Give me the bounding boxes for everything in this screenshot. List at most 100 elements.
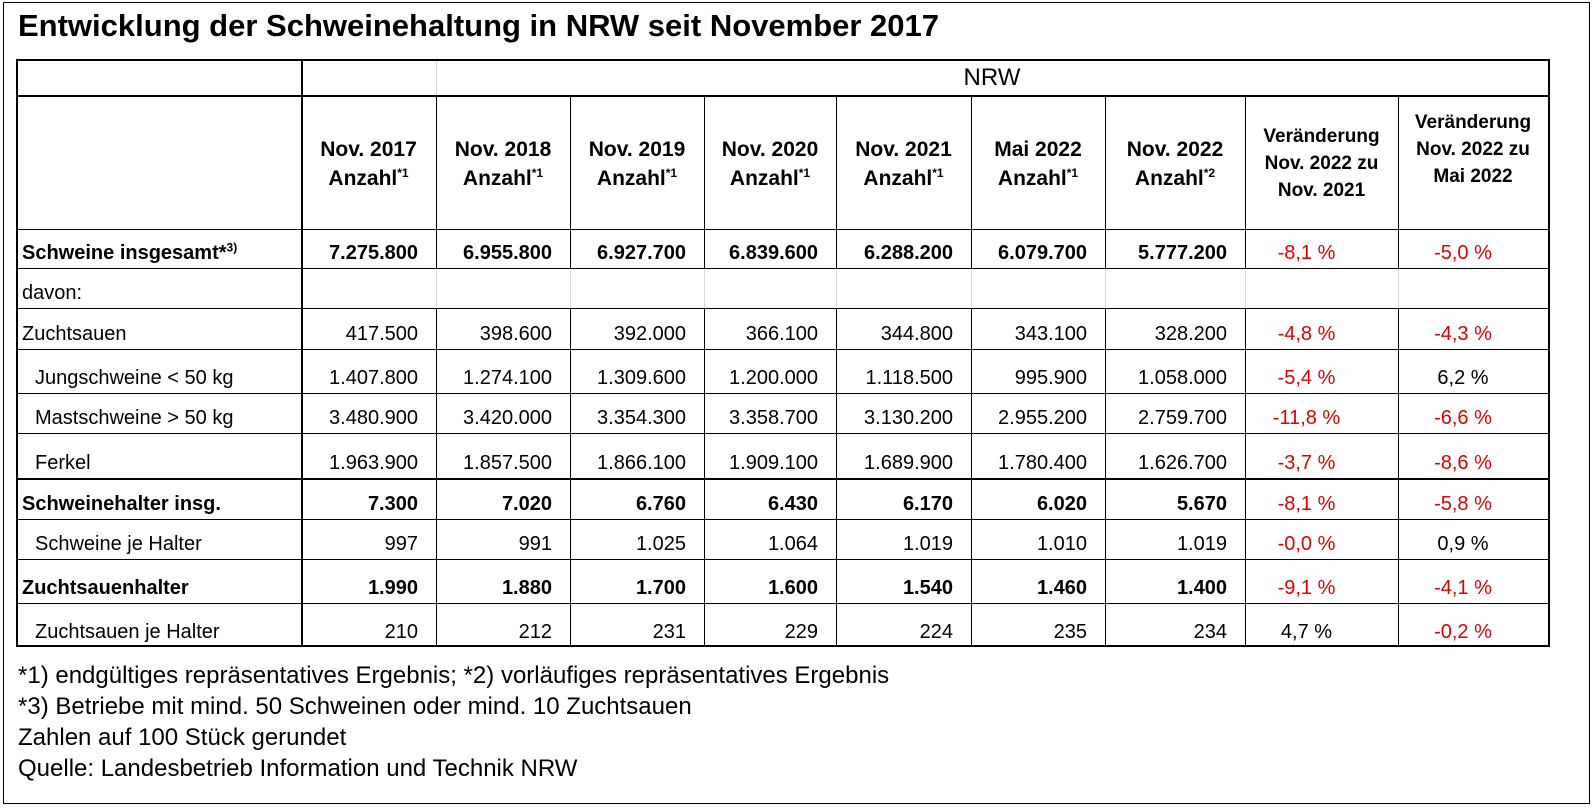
table-cell: 3.354.300 xyxy=(597,407,686,429)
table-cell: 398.600 xyxy=(479,323,552,345)
change-cell: 4,7 % xyxy=(1280,621,1333,643)
table-cell: 1.025 xyxy=(635,533,686,555)
grid-line xyxy=(1245,269,1246,308)
table-cell: 1.400 xyxy=(1176,577,1227,599)
change-cell: 6,2 % xyxy=(1437,367,1489,389)
change-cell: -4,1 % xyxy=(1434,577,1492,599)
grid-line xyxy=(18,95,1548,97)
table-cell: 210 xyxy=(384,621,418,643)
grid-line xyxy=(18,559,1548,560)
table-cell: 6.955.800 xyxy=(463,242,552,264)
table-cell: 344.800 xyxy=(880,323,953,345)
table-cell: 995.900 xyxy=(1014,367,1087,389)
change-cell: -9,1 % xyxy=(1277,577,1336,599)
table-cell: 6.839.600 xyxy=(729,242,818,264)
grid-line xyxy=(436,269,437,308)
table-cell: 7.020 xyxy=(501,493,552,515)
table-cell: 1.689.900 xyxy=(864,452,953,474)
table-cell: 1.010 xyxy=(1036,533,1087,555)
table-cell: 7.275.800 xyxy=(329,242,418,264)
grid-line xyxy=(971,269,972,308)
table-cell: 1.990 xyxy=(367,577,418,599)
table-cell: 3.130.200 xyxy=(864,407,953,429)
table-cell: 417.500 xyxy=(345,323,418,345)
group-header-nrw: NRW xyxy=(963,64,1021,91)
row-label: Schweine je Halter xyxy=(35,533,202,555)
table-cell: 6.430 xyxy=(767,493,818,515)
column-header: Veränderung Nov. 2022 zu Mai 2022 xyxy=(1414,112,1532,187)
table-cell: 1.963.900 xyxy=(329,452,418,474)
row-label: Zuchtsauen je Halter xyxy=(35,621,220,643)
grid-line xyxy=(18,268,1548,269)
grid-line xyxy=(301,61,303,95)
row-label: Zuchtsauenhalter xyxy=(22,577,189,599)
table-cell: 3.480.900 xyxy=(329,407,418,429)
table-cell: 1.019 xyxy=(902,533,953,555)
footnote-2: *3) Betriebe mit mind. 50 Schweinen oder… xyxy=(18,693,692,720)
grid-line xyxy=(971,95,972,647)
table-cell: 1.200.000 xyxy=(729,367,818,389)
grid-line xyxy=(836,269,837,308)
figure-frame xyxy=(3,2,1590,804)
table-cell: 1.626.700 xyxy=(1138,452,1227,474)
table-cell: 6.927.700 xyxy=(597,242,686,264)
change-cell: -6,6 % xyxy=(1434,407,1492,429)
table-cell: 1.866.100 xyxy=(597,452,686,474)
grid-line xyxy=(704,95,705,647)
change-cell: -3,7 % xyxy=(1277,452,1336,474)
grid-line xyxy=(704,269,705,308)
change-cell: -8,6 % xyxy=(1434,452,1492,474)
table-cell: 6.288.200 xyxy=(864,242,953,264)
column-header: Nov. 2020 Anzahl*1 xyxy=(721,138,819,190)
grid-line xyxy=(18,393,1548,394)
column-header: Nov. 2017 Anzahl*1 xyxy=(320,138,417,190)
table-cell: 1.600 xyxy=(767,577,818,599)
table-cell: 366.100 xyxy=(745,323,818,345)
change-cell: -4,8 % xyxy=(1277,323,1336,345)
row-label: Schweinehalter insg. xyxy=(22,493,221,515)
row-label: Mastschweine > 50 kg xyxy=(35,407,234,429)
change-cell: -8,1 % xyxy=(1277,242,1336,264)
table-cell: 328.200 xyxy=(1154,323,1227,345)
grid-line xyxy=(301,95,303,647)
column-header: Nov. 2019 Anzahl*1 xyxy=(588,138,686,190)
grid-line xyxy=(436,61,437,95)
table-cell: 1.909.100 xyxy=(729,452,818,474)
change-cell: -0,2 % xyxy=(1434,621,1492,643)
table-cell: 224 xyxy=(919,621,953,643)
grid-line xyxy=(836,95,837,647)
column-header: Mai 2022 Anzahl*1 xyxy=(994,138,1082,190)
row-label: Jungschweine < 50 kg xyxy=(35,367,234,389)
table-cell: 1.700 xyxy=(635,577,686,599)
grid-line xyxy=(1398,269,1399,308)
table-cell: 1.880 xyxy=(501,577,552,599)
change-cell: -11,8 % xyxy=(1272,407,1341,429)
table-cell: 6.079.700 xyxy=(998,242,1087,264)
table-cell: 1.064 xyxy=(767,533,818,555)
table-cell: 229 xyxy=(784,621,818,643)
change-cell: -5,4 % xyxy=(1277,367,1336,389)
footnote-1: *1) endgültiges repräsentatives Ergebnis… xyxy=(18,662,890,689)
grid-line xyxy=(436,95,437,647)
grid-line xyxy=(1105,269,1106,308)
table-cell: 231 xyxy=(652,621,686,643)
table-cell: 212 xyxy=(518,621,552,643)
table-cell: 1.407.800 xyxy=(329,367,418,389)
table-cell: 3.358.700 xyxy=(729,407,818,429)
grid-line xyxy=(18,603,1548,604)
data-table: NRW Nov. 2017 Anzahl*1 Nov. 2018 Anzahl*1 Nov… xyxy=(16,59,1550,647)
table-cell: 6.170 xyxy=(902,493,953,515)
table-cell: 1.460 xyxy=(1036,577,1087,599)
table-cell: 234 xyxy=(1193,621,1227,643)
grid-line xyxy=(18,308,1548,309)
table-cell: 1.274.100 xyxy=(463,367,552,389)
table-cell: 1.780.400 xyxy=(998,452,1087,474)
table-cell: 392.000 xyxy=(613,323,686,345)
table-cell: 1.019 xyxy=(1176,533,1227,555)
row-label: Schweine insgesamt*3) xyxy=(22,240,238,264)
change-cell: -4,3 % xyxy=(1434,323,1492,345)
change-cell: -0,0 % xyxy=(1277,533,1336,555)
grid-line xyxy=(18,519,1548,520)
table-cell: 6.760 xyxy=(635,493,686,515)
table-cell: 1.058.000 xyxy=(1138,367,1227,389)
